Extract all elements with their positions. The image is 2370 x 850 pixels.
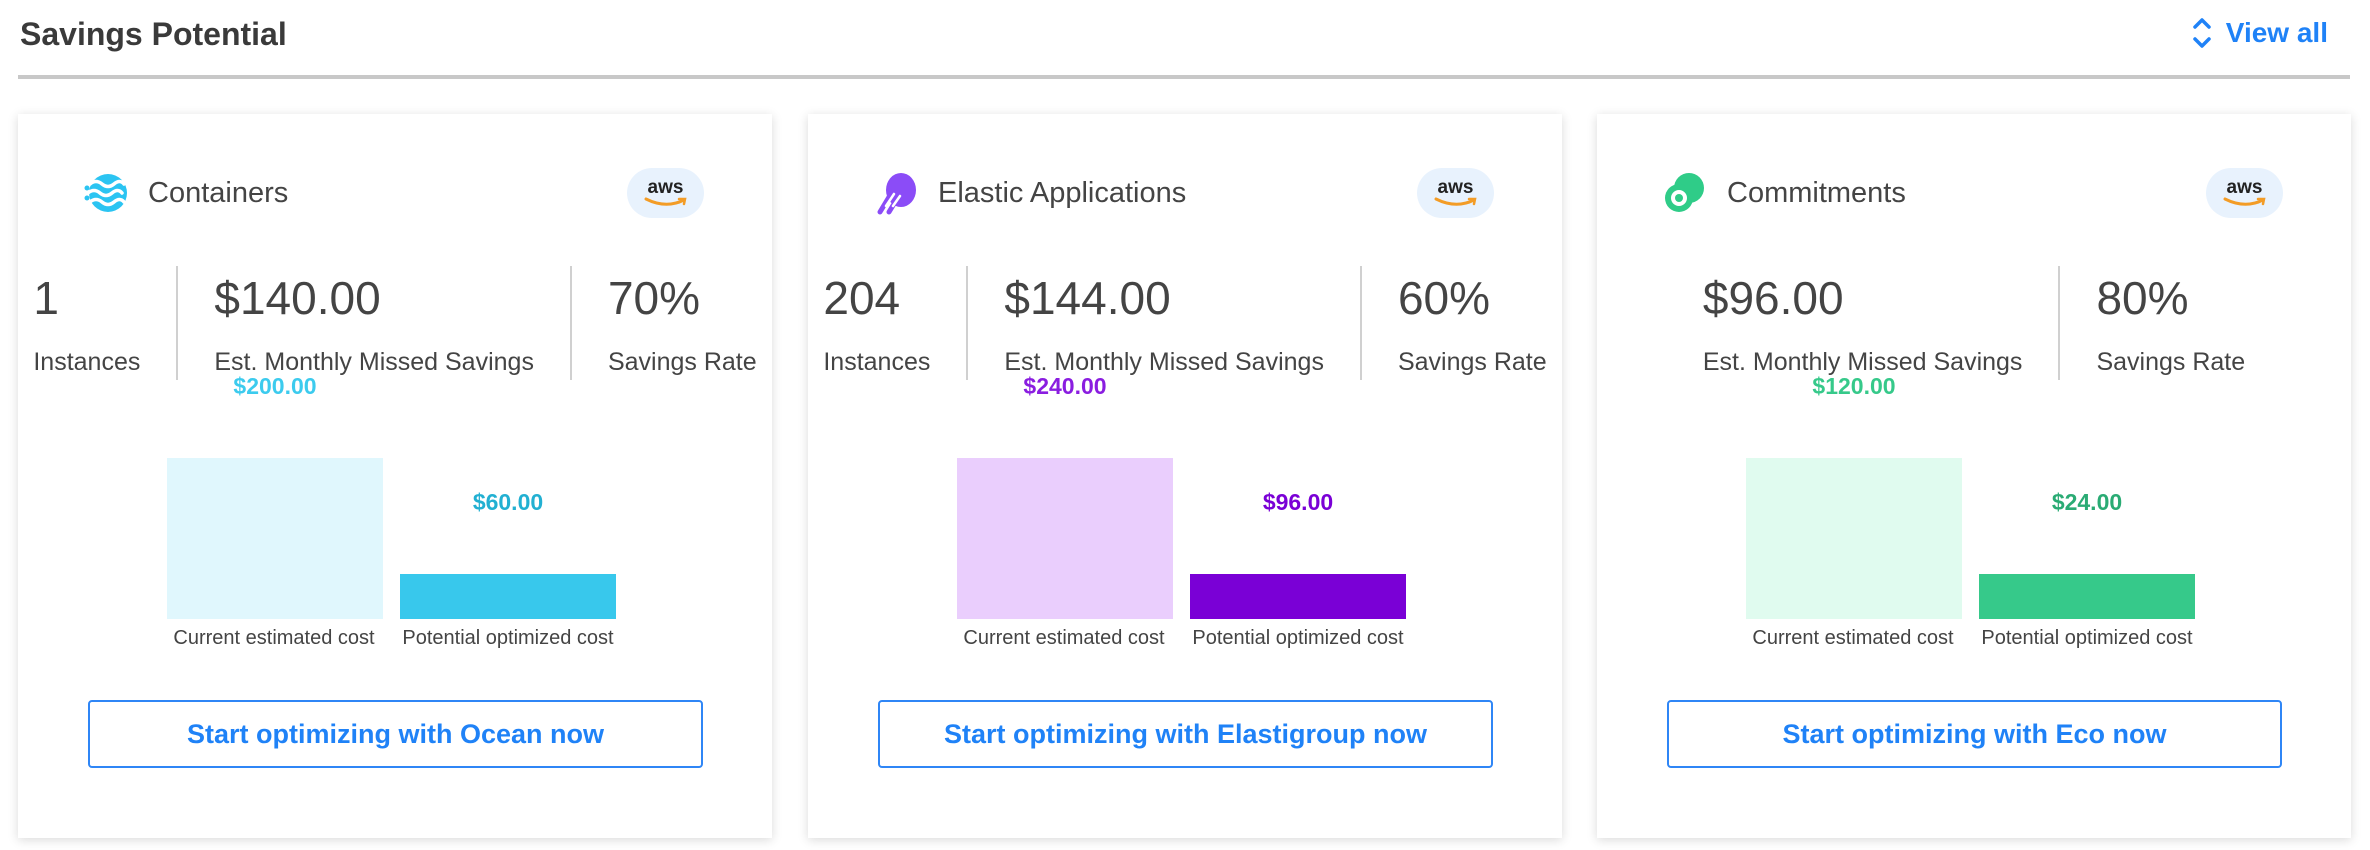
cost-comparison-chart: $200.00 $60.00 Current estimated cost Po…	[167, 373, 617, 774]
view-all-button[interactable]: View all	[2192, 16, 2328, 50]
stat-label: Instances	[823, 348, 931, 376]
current-cost-value: $240.00	[1023, 373, 1107, 399]
current-cost-label: Current estimated cost	[963, 627, 1165, 649]
stat-label: Savings Rate	[1397, 348, 1547, 376]
card-title: Elastic Applications	[938, 176, 1187, 209]
stat-label: Est. Monthly Missed Savings	[1702, 348, 2023, 376]
cost-comparison-chart: $120.00 $24.00 Current estimated cost Po…	[1746, 373, 2196, 774]
eco-icon	[1661, 170, 1707, 216]
start-optimizing-button[interactable]: Start optimizing with Ocean now	[88, 700, 703, 768]
current-cost-bar	[167, 458, 383, 619]
potential-cost-bar	[400, 574, 616, 619]
current-cost-label: Current estimated cost	[1752, 627, 1954, 649]
aws-logo-icon: aws	[2206, 168, 2283, 218]
section-title: Savings Potential	[20, 16, 287, 52]
stat-label: Est. Monthly Missed Savings	[1004, 348, 1324, 376]
aws-logo-text: aws	[2226, 177, 2263, 198]
card-header: Commitments aws	[1661, 168, 2283, 218]
stat-value: 1	[33, 272, 59, 324]
potential-cost-bar	[1190, 574, 1406, 619]
stats-row: 1 Instances $140.00 Est. Monthly Missed …	[18, 266, 772, 380]
stat: $144.00 Est. Monthly Missed Savings	[966, 266, 1360, 380]
card-header: Containers aws	[82, 168, 704, 218]
stat: $96.00 Est. Monthly Missed Savings	[1667, 266, 2059, 380]
stat-value: 60%	[1397, 272, 1491, 324]
aws-logo-icon: aws	[627, 168, 704, 218]
potential-cost-bar	[1979, 574, 2195, 619]
potential-cost-label: Potential optimized cost	[402, 627, 614, 649]
savings-card-elastic-applications: Elastic Applications aws 204 Instances $…	[808, 114, 1562, 838]
header-divider	[18, 75, 2350, 79]
view-all-label: View all	[2225, 17, 2328, 48]
current-cost-value: $120.00	[1812, 373, 1896, 399]
stat: 70% Savings Rate	[569, 266, 793, 380]
stat-label: Savings Rate	[2096, 348, 2246, 376]
elastigroup-icon	[872, 170, 918, 216]
stat: 204 Instances	[787, 266, 966, 380]
savings-card-containers: Containers aws 1 Instances $140.00 Est. …	[18, 114, 772, 838]
stat-value: $144.00	[1004, 272, 1171, 324]
section-header: Savings Potential View all	[20, 0, 2350, 80]
stat-label: Est. Monthly Missed Savings	[214, 348, 534, 376]
stats-row: 204 Instances $144.00 Est. Monthly Misse…	[808, 266, 1562, 380]
stat: $140.00 Est. Monthly Missed Savings	[176, 266, 570, 380]
stat: 80% Savings Rate	[2058, 266, 2281, 380]
potential-cost-value: $24.00	[2051, 489, 2123, 515]
card-title: Containers	[148, 176, 289, 209]
stat-label: Savings Rate	[607, 348, 757, 376]
ocean-waves-icon	[82, 170, 128, 216]
card-title: Commitments	[1727, 176, 1906, 209]
stat-value: 204	[823, 272, 901, 324]
aws-logo-text: aws	[647, 177, 684, 198]
stat: 60% Savings Rate	[1359, 266, 1583, 380]
current-cost-label: Current estimated cost	[173, 627, 375, 649]
potential-cost-value: $60.00	[472, 489, 544, 515]
aws-logo-text: aws	[1437, 177, 1474, 198]
stat-value: $96.00	[1702, 272, 1844, 324]
stat-value: $140.00	[214, 272, 381, 324]
potential-cost-value: $96.00	[1262, 489, 1334, 515]
start-optimizing-button[interactable]: Start optimizing with Eco now	[1667, 700, 2282, 768]
potential-cost-label: Potential optimized cost	[1981, 627, 2193, 649]
card-header: Elastic Applications aws	[872, 168, 1494, 218]
aws-logo-icon: aws	[1417, 168, 1494, 218]
stat-value: 80%	[2096, 272, 2189, 324]
stat-value: 70%	[607, 272, 701, 324]
current-cost-value: $200.00	[233, 373, 317, 399]
potential-cost-label: Potential optimized cost	[1192, 627, 1404, 649]
current-cost-bar	[1746, 458, 1962, 619]
expand-chevrons-icon	[2193, 18, 2211, 48]
stat-label: Instances	[33, 348, 141, 376]
stat: 1 Instances	[0, 266, 176, 380]
current-cost-bar	[957, 458, 1173, 619]
savings-card-commitments: Commitments aws $96.00 Est. Monthly Miss…	[1597, 114, 2351, 838]
cost-comparison-chart: $240.00 $96.00 Current estimated cost Po…	[957, 373, 1407, 774]
stats-row: $96.00 Est. Monthly Missed Savings 80% S…	[1597, 266, 2351, 380]
start-optimizing-button[interactable]: Start optimizing with Elastigroup now	[878, 700, 1493, 768]
